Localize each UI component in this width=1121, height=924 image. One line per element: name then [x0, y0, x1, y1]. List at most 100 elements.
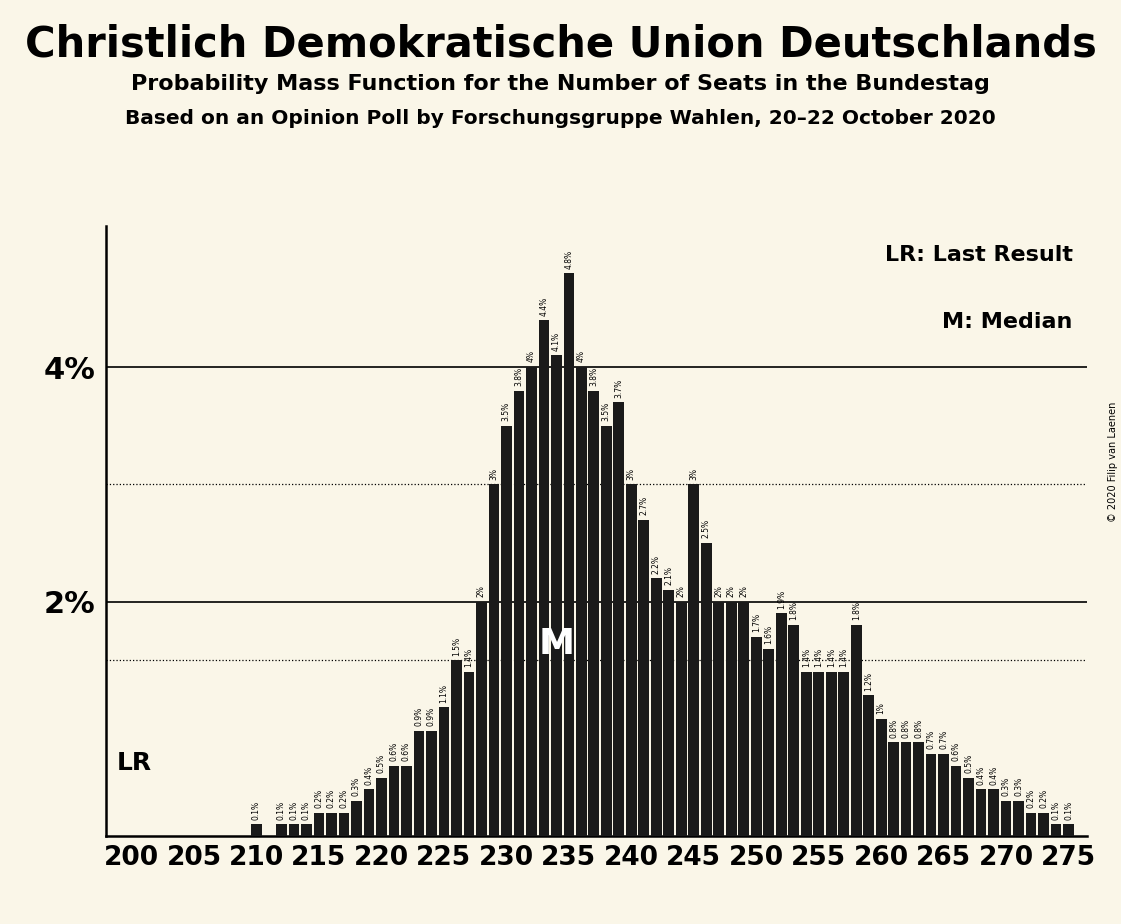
Bar	[626, 484, 637, 836]
Text: 4.1%: 4.1%	[552, 332, 560, 351]
Bar	[451, 661, 462, 836]
Text: 0.6%: 0.6%	[389, 742, 398, 761]
Text: 0.8%: 0.8%	[901, 719, 910, 737]
Text: 1.8%: 1.8%	[789, 602, 798, 620]
Text: 1.4%: 1.4%	[826, 649, 836, 667]
Text: 0.2%: 0.2%	[1027, 789, 1036, 808]
Bar	[639, 519, 649, 836]
Text: 0.2%: 0.2%	[1039, 789, 1048, 808]
Text: 3.5%: 3.5%	[602, 402, 611, 421]
Text: 4%: 4%	[577, 350, 586, 362]
Bar	[576, 367, 586, 836]
Text: 0.2%: 0.2%	[327, 789, 336, 808]
Bar	[951, 766, 962, 836]
Bar	[938, 754, 949, 836]
Text: Based on an Opinion Poll by Forschungsgruppe Wahlen, 20–22 October 2020: Based on an Opinion Poll by Forschungsgr…	[126, 109, 995, 128]
Text: Christlich Demokratische Union Deutschlands: Christlich Demokratische Union Deutschla…	[25, 23, 1096, 65]
Text: 2.2%: 2.2%	[651, 554, 660, 574]
Text: Probability Mass Function for the Number of Seats in the Bundestag: Probability Mass Function for the Number…	[131, 74, 990, 94]
Text: 4.8%: 4.8%	[564, 249, 573, 269]
Bar	[501, 426, 511, 836]
Bar	[601, 426, 612, 836]
Bar	[876, 719, 887, 836]
Text: 1.4%: 1.4%	[802, 649, 810, 667]
Text: 3%: 3%	[689, 468, 698, 480]
Bar	[776, 614, 787, 836]
Text: 0.1%: 0.1%	[277, 801, 286, 820]
Text: 0.2%: 0.2%	[340, 789, 349, 808]
Bar	[1001, 801, 1011, 836]
Bar	[389, 766, 399, 836]
Text: M: Median: M: Median	[943, 311, 1073, 332]
Text: LR: LR	[117, 751, 151, 775]
Bar	[438, 707, 450, 836]
Text: 3.7%: 3.7%	[614, 378, 623, 397]
Text: 0.4%: 0.4%	[364, 765, 373, 784]
Bar	[513, 391, 525, 836]
Text: 1.6%: 1.6%	[765, 625, 773, 644]
Bar	[489, 484, 499, 836]
Text: © 2020 Filip van Laenen: © 2020 Filip van Laenen	[1108, 402, 1118, 522]
Bar	[351, 801, 362, 836]
Bar	[1013, 801, 1023, 836]
Bar	[526, 367, 537, 836]
Text: 1.9%: 1.9%	[777, 590, 786, 609]
Bar	[863, 696, 874, 836]
Text: 0.5%: 0.5%	[377, 754, 386, 772]
Bar	[1064, 824, 1074, 836]
Bar	[976, 789, 986, 836]
Text: 0.4%: 0.4%	[989, 765, 998, 784]
Bar	[688, 484, 700, 836]
Bar	[1038, 813, 1049, 836]
Bar	[701, 543, 712, 836]
Text: 2%: 2%	[476, 585, 485, 597]
Text: 2.7%: 2.7%	[639, 496, 648, 515]
Bar	[401, 766, 411, 836]
Text: 3%: 3%	[627, 468, 636, 480]
Bar	[363, 789, 374, 836]
Text: LR: Last Result: LR: Last Result	[884, 245, 1073, 264]
Bar	[888, 742, 899, 836]
Bar	[613, 402, 624, 836]
Text: 0.1%: 0.1%	[1064, 801, 1073, 820]
Bar	[963, 778, 974, 836]
Text: 4.4%: 4.4%	[539, 297, 548, 315]
Text: 2%: 2%	[739, 585, 748, 597]
Bar	[788, 626, 799, 836]
Bar	[676, 602, 686, 836]
Bar	[926, 754, 936, 836]
Bar	[251, 824, 261, 836]
Text: 0.5%: 0.5%	[964, 754, 973, 772]
Bar	[589, 391, 599, 836]
Text: 0.1%: 0.1%	[1051, 801, 1060, 820]
Text: 0.8%: 0.8%	[889, 719, 898, 737]
Bar	[751, 637, 761, 836]
Bar	[839, 672, 849, 836]
Text: 1.2%: 1.2%	[864, 672, 873, 691]
Text: 0.6%: 0.6%	[952, 742, 961, 761]
Bar	[1050, 824, 1062, 836]
Bar	[302, 824, 312, 836]
Bar	[326, 813, 336, 836]
Bar	[288, 824, 299, 836]
Text: 1.1%: 1.1%	[439, 684, 448, 702]
Text: M: M	[538, 626, 574, 661]
Text: 3.8%: 3.8%	[590, 367, 599, 386]
Text: 2.1%: 2.1%	[665, 566, 674, 585]
Text: 3.8%: 3.8%	[515, 367, 524, 386]
Bar	[664, 590, 674, 836]
Bar	[726, 602, 736, 836]
Text: 0.1%: 0.1%	[302, 801, 311, 820]
Text: 1.7%: 1.7%	[752, 613, 761, 632]
Text: 0.9%: 0.9%	[415, 707, 424, 726]
Bar	[552, 356, 562, 836]
Text: 0.3%: 0.3%	[352, 777, 361, 796]
Bar	[651, 578, 661, 836]
Text: 0.1%: 0.1%	[252, 801, 261, 820]
Text: 0.8%: 0.8%	[915, 719, 924, 737]
Bar	[1026, 813, 1037, 836]
Bar	[276, 824, 287, 836]
Text: 2%: 2%	[677, 585, 686, 597]
Bar	[314, 813, 324, 836]
Bar	[339, 813, 350, 836]
